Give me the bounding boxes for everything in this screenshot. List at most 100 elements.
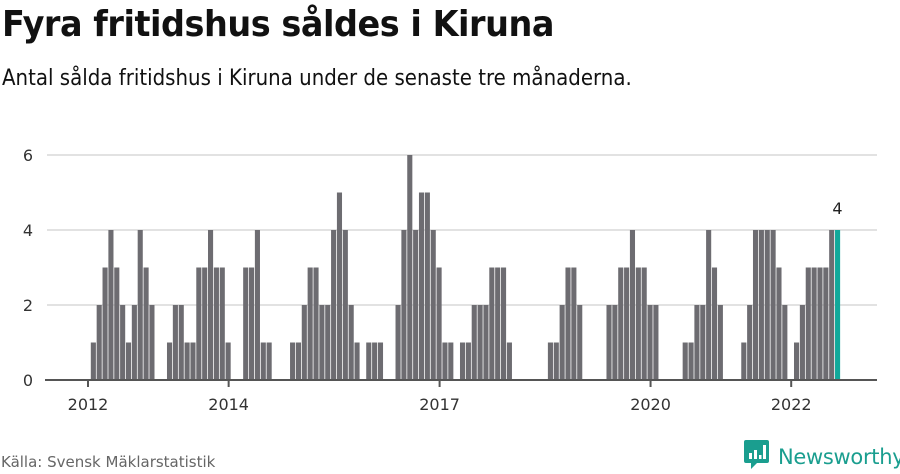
bar bbox=[249, 267, 255, 380]
bar bbox=[805, 267, 811, 380]
bar bbox=[477, 305, 483, 380]
y-tick-label: 4 bbox=[23, 221, 33, 240]
bar bbox=[366, 342, 372, 380]
bar bbox=[131, 305, 137, 380]
bar bbox=[313, 267, 319, 380]
source-note: Källa: Svensk Mäklarstatistik bbox=[1, 453, 216, 471]
bar bbox=[653, 305, 659, 380]
bar bbox=[436, 267, 442, 380]
gridlines bbox=[47, 154, 877, 306]
bar bbox=[114, 267, 120, 380]
bar bbox=[395, 305, 401, 380]
bar bbox=[624, 267, 630, 380]
bar bbox=[319, 305, 325, 380]
brand-name: Newsworthy bbox=[778, 445, 900, 469]
bar bbox=[225, 342, 231, 380]
bar bbox=[301, 305, 307, 380]
x-tick-label: 2012 bbox=[68, 395, 109, 414]
bar bbox=[190, 342, 196, 380]
bar bbox=[799, 305, 805, 380]
bar bbox=[196, 267, 202, 380]
bar bbox=[172, 305, 178, 380]
bar bbox=[143, 267, 149, 380]
bar bbox=[213, 267, 219, 380]
bar bbox=[260, 342, 266, 380]
bar bbox=[752, 230, 759, 380]
bar bbox=[776, 267, 782, 380]
chart-title: Fyra fritidshus såldes i Kiruna bbox=[2, 4, 554, 45]
bar bbox=[483, 305, 489, 380]
bar bbox=[348, 305, 354, 380]
chart-subtitle: Antal sålda fritidshus i Kiruna under de… bbox=[2, 66, 632, 91]
bar bbox=[758, 230, 764, 380]
bar bbox=[108, 230, 114, 380]
bar bbox=[307, 267, 313, 380]
bar bbox=[577, 305, 583, 380]
bar bbox=[377, 342, 384, 380]
bar bbox=[401, 230, 407, 380]
bar bbox=[342, 230, 348, 380]
bar bbox=[120, 305, 126, 380]
bar bbox=[125, 342, 132, 380]
bar bbox=[90, 342, 96, 380]
bar bbox=[325, 305, 331, 380]
bar bbox=[102, 267, 108, 380]
bar bbox=[506, 342, 512, 380]
bar bbox=[465, 342, 471, 380]
bar bbox=[629, 230, 636, 380]
bar bbox=[688, 342, 694, 380]
bar bbox=[471, 305, 477, 380]
bar bbox=[747, 305, 753, 380]
bar bbox=[219, 267, 225, 380]
bar bbox=[448, 342, 454, 380]
bar bbox=[336, 192, 343, 380]
bars bbox=[90, 155, 841, 380]
bar bbox=[682, 342, 688, 380]
bar bbox=[571, 267, 577, 380]
bar bbox=[459, 342, 466, 380]
last-value-label: 4 bbox=[832, 199, 842, 218]
bar bbox=[711, 267, 718, 380]
bar bbox=[243, 267, 249, 380]
bar bbox=[501, 267, 507, 380]
bar bbox=[208, 230, 214, 380]
bar bbox=[565, 267, 571, 380]
bar bbox=[254, 230, 260, 380]
bar bbox=[794, 342, 800, 380]
bar bbox=[178, 305, 184, 380]
bar bbox=[184, 342, 190, 380]
x-tick-label: 2017 bbox=[419, 395, 460, 414]
x-tick-label: 2014 bbox=[208, 395, 249, 414]
bar bbox=[823, 267, 829, 380]
bar bbox=[372, 342, 378, 380]
bar bbox=[717, 305, 723, 380]
bar bbox=[290, 342, 296, 380]
bar bbox=[635, 267, 641, 380]
bar bbox=[424, 192, 430, 380]
bar bbox=[137, 230, 143, 380]
bar bbox=[700, 305, 706, 380]
bar bbox=[96, 305, 102, 380]
y-tick-label: 6 bbox=[23, 146, 33, 165]
bar bbox=[413, 230, 419, 380]
bar bbox=[811, 267, 817, 380]
bar bbox=[606, 305, 612, 380]
bar bbox=[442, 342, 448, 380]
bar bbox=[764, 230, 770, 380]
bar bbox=[829, 230, 835, 380]
bar bbox=[782, 305, 788, 380]
x-tick-label: 2022 bbox=[771, 395, 812, 414]
bar bbox=[166, 342, 173, 380]
newsworthy-logo[interactable]: Newsworthy bbox=[744, 440, 900, 474]
bar bbox=[489, 267, 495, 380]
bar-highlighted bbox=[835, 230, 841, 380]
bar bbox=[741, 342, 747, 380]
bar bbox=[694, 305, 700, 380]
bar bbox=[547, 342, 553, 380]
bar bbox=[407, 155, 413, 380]
y-tick-label: 0 bbox=[23, 371, 33, 390]
bar bbox=[817, 267, 823, 380]
bar bbox=[647, 305, 653, 380]
bar bbox=[495, 267, 501, 380]
